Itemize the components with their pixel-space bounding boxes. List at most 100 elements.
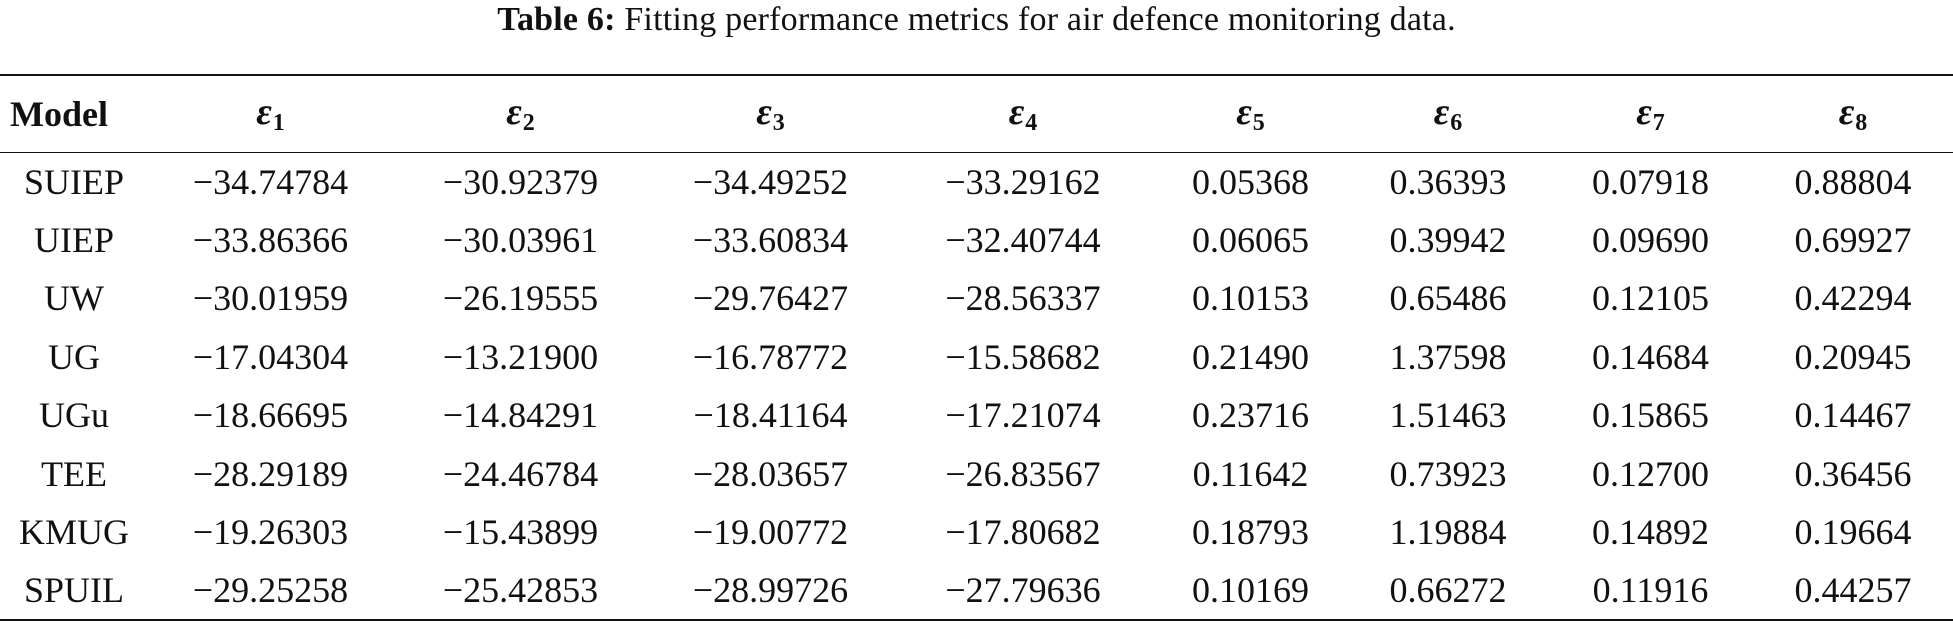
table-cell: 0.14467 [1794, 395, 1912, 436]
table-cell: −18.41164 [693, 395, 848, 436]
table-cell: 0.10153 [1192, 278, 1309, 319]
table-cell: 0.65486 [1389, 278, 1507, 319]
epsilon-index: 3 [772, 110, 785, 137]
table-cell: 0.06065 [1192, 219, 1309, 260]
row-model-name: UW [44, 278, 104, 319]
header-epsilon-6: ε6 [1348, 74, 1548, 153]
table-cell: −17.80682 [945, 512, 1101, 553]
row-model-name: UIEP [34, 219, 114, 260]
table-cell: −33.86366 [192, 219, 349, 260]
table-cell: 0.14684 [1592, 336, 1709, 377]
table-cell: −33.60834 [692, 219, 849, 260]
table-cell: 0.88804 [1794, 161, 1912, 202]
table-cell: 0.42294 [1794, 278, 1912, 319]
header-model: Model [0, 74, 148, 153]
epsilon-symbol: ε [506, 91, 522, 134]
epsilon-index: 7 [1652, 110, 1665, 137]
table-cell: −14.84291 [442, 395, 599, 436]
epsilon-symbol: ε [756, 91, 772, 134]
table-body: SUIEP −34.74784 −30.92379 −34.49252 −33.… [0, 152, 1953, 621]
table-cell: 0.10169 [1153, 561, 1348, 621]
table-cell: 0.11642 [1192, 453, 1309, 494]
table-cell: −28.99726 [648, 561, 893, 621]
table-row: SPUIL −29.25258 −25.42853 −28.99726 −27.… [0, 561, 1953, 621]
table-cell: −30.01959 [192, 278, 349, 319]
header-epsilon-4: ε4 [893, 74, 1153, 153]
epsilon-index: 8 [1855, 110, 1868, 137]
epsilon-symbol: ε [1433, 91, 1450, 134]
metrics-table-container: Model ε1 ε2 ε3 ε4 ε5 ε6 ε7 ε8 SUIEP −34.… [0, 74, 1953, 621]
table-cell: −29.76427 [692, 278, 849, 319]
table-cell: −29.25258 [148, 561, 393, 621]
table-cell: 0.23716 [1192, 395, 1309, 436]
table-cell: −30.92379 [442, 161, 599, 202]
header-epsilon-3: ε3 [648, 74, 893, 153]
table-row: KMUG −19.26303 −15.43899 −19.00772 −17.8… [0, 503, 1953, 562]
table-cell: −15.43899 [442, 512, 599, 553]
table-cell: 0.66272 [1348, 561, 1548, 621]
table-cell: 0.20945 [1794, 336, 1912, 377]
table-cell: −24.46784 [442, 453, 599, 494]
table-cell: 0.21490 [1192, 336, 1309, 377]
table-cell: −27.79636 [893, 561, 1153, 621]
table-cell: 0.07918 [1592, 161, 1709, 202]
table-row: TEE −28.29189 −24.46784 −28.03657 −26.83… [0, 445, 1953, 504]
header-epsilon-5: ε5 [1153, 74, 1348, 153]
epsilon-symbol: ε [1838, 91, 1855, 134]
table-caption: Table 6: Fitting performance metrics for… [0, 0, 1953, 40]
table-cell: −17.04304 [192, 336, 349, 377]
table-cell: 0.05368 [1192, 161, 1309, 202]
table-cell: 0.39942 [1389, 219, 1507, 260]
table-row: UIEP −33.86366 −30.03961 −33.60834 −32.4… [0, 211, 1953, 270]
epsilon-symbol: ε [256, 91, 272, 134]
header-epsilon-2: ε2 [393, 74, 648, 153]
table-cell: −34.74784 [192, 161, 349, 202]
row-model-name: KMUG [18, 512, 129, 553]
table-cell: 1.19884 [1389, 512, 1507, 553]
table-cell: 0.12105 [1592, 278, 1709, 319]
table-cell: −34.49252 [692, 161, 849, 202]
row-model-name: UGu [39, 395, 109, 436]
metrics-table: Model ε1 ε2 ε3 ε4 ε5 ε6 ε7 ε8 SUIEP −34.… [0, 74, 1953, 621]
table-header: Model ε1 ε2 ε3 ε4 ε5 ε6 ε7 ε8 [0, 74, 1953, 153]
table-cell: −18.66695 [192, 395, 349, 436]
epsilon-index: 5 [1252, 110, 1265, 137]
table-cell: 0.36456 [1794, 453, 1912, 494]
table-cell: 0.15865 [1592, 395, 1709, 436]
table-cell: 0.69927 [1794, 219, 1912, 260]
epsilon-index: 6 [1450, 110, 1463, 137]
table-cell: −30.03961 [442, 219, 599, 260]
header-epsilon-7: ε7 [1548, 74, 1753, 153]
table-cell: 0.09690 [1592, 219, 1709, 260]
row-model-name: UG [48, 336, 100, 377]
epsilon-symbol: ε [1636, 91, 1652, 134]
table-cell: −33.29162 [945, 161, 1101, 202]
header-epsilon-1: ε1 [148, 74, 393, 153]
table-cell: −19.00772 [692, 512, 849, 553]
table-cell: 0.44257 [1753, 561, 1953, 621]
table-row: UW −30.01959 −26.19555 −29.76427 −28.563… [0, 269, 1953, 328]
table-cell: −28.03657 [692, 453, 849, 494]
table-cell: −32.40744 [945, 219, 1101, 260]
row-model-name: SPUIL [0, 561, 148, 621]
row-model-name: SUIEP [23, 161, 125, 202]
table-cell: −28.29189 [192, 453, 349, 494]
table-cell: 0.12700 [1592, 453, 1709, 494]
epsilon-index: 2 [522, 110, 535, 137]
row-model-name: TEE [41, 453, 107, 494]
epsilon-index: 1 [272, 110, 285, 137]
table-cell: −26.19555 [442, 278, 599, 319]
table-cell: 0.11916 [1548, 561, 1753, 621]
table-row: UGu −18.66695 −14.84291 −18.41164 −17.21… [0, 386, 1953, 445]
header-epsilon-8: ε8 [1753, 74, 1953, 153]
table-cell: −16.78772 [692, 336, 849, 377]
epsilon-symbol: ε [1236, 91, 1252, 134]
caption-label: Table 6: [497, 1, 616, 38]
table-cell: −13.21900 [442, 336, 599, 377]
table-cell: −17.21074 [945, 395, 1101, 436]
table-cell: 0.36393 [1389, 161, 1507, 202]
table-cell: 0.19664 [1794, 512, 1912, 553]
table-cell: 0.14892 [1592, 512, 1709, 553]
table-cell: −19.26303 [192, 512, 349, 553]
epsilon-symbol: ε [1008, 91, 1025, 134]
